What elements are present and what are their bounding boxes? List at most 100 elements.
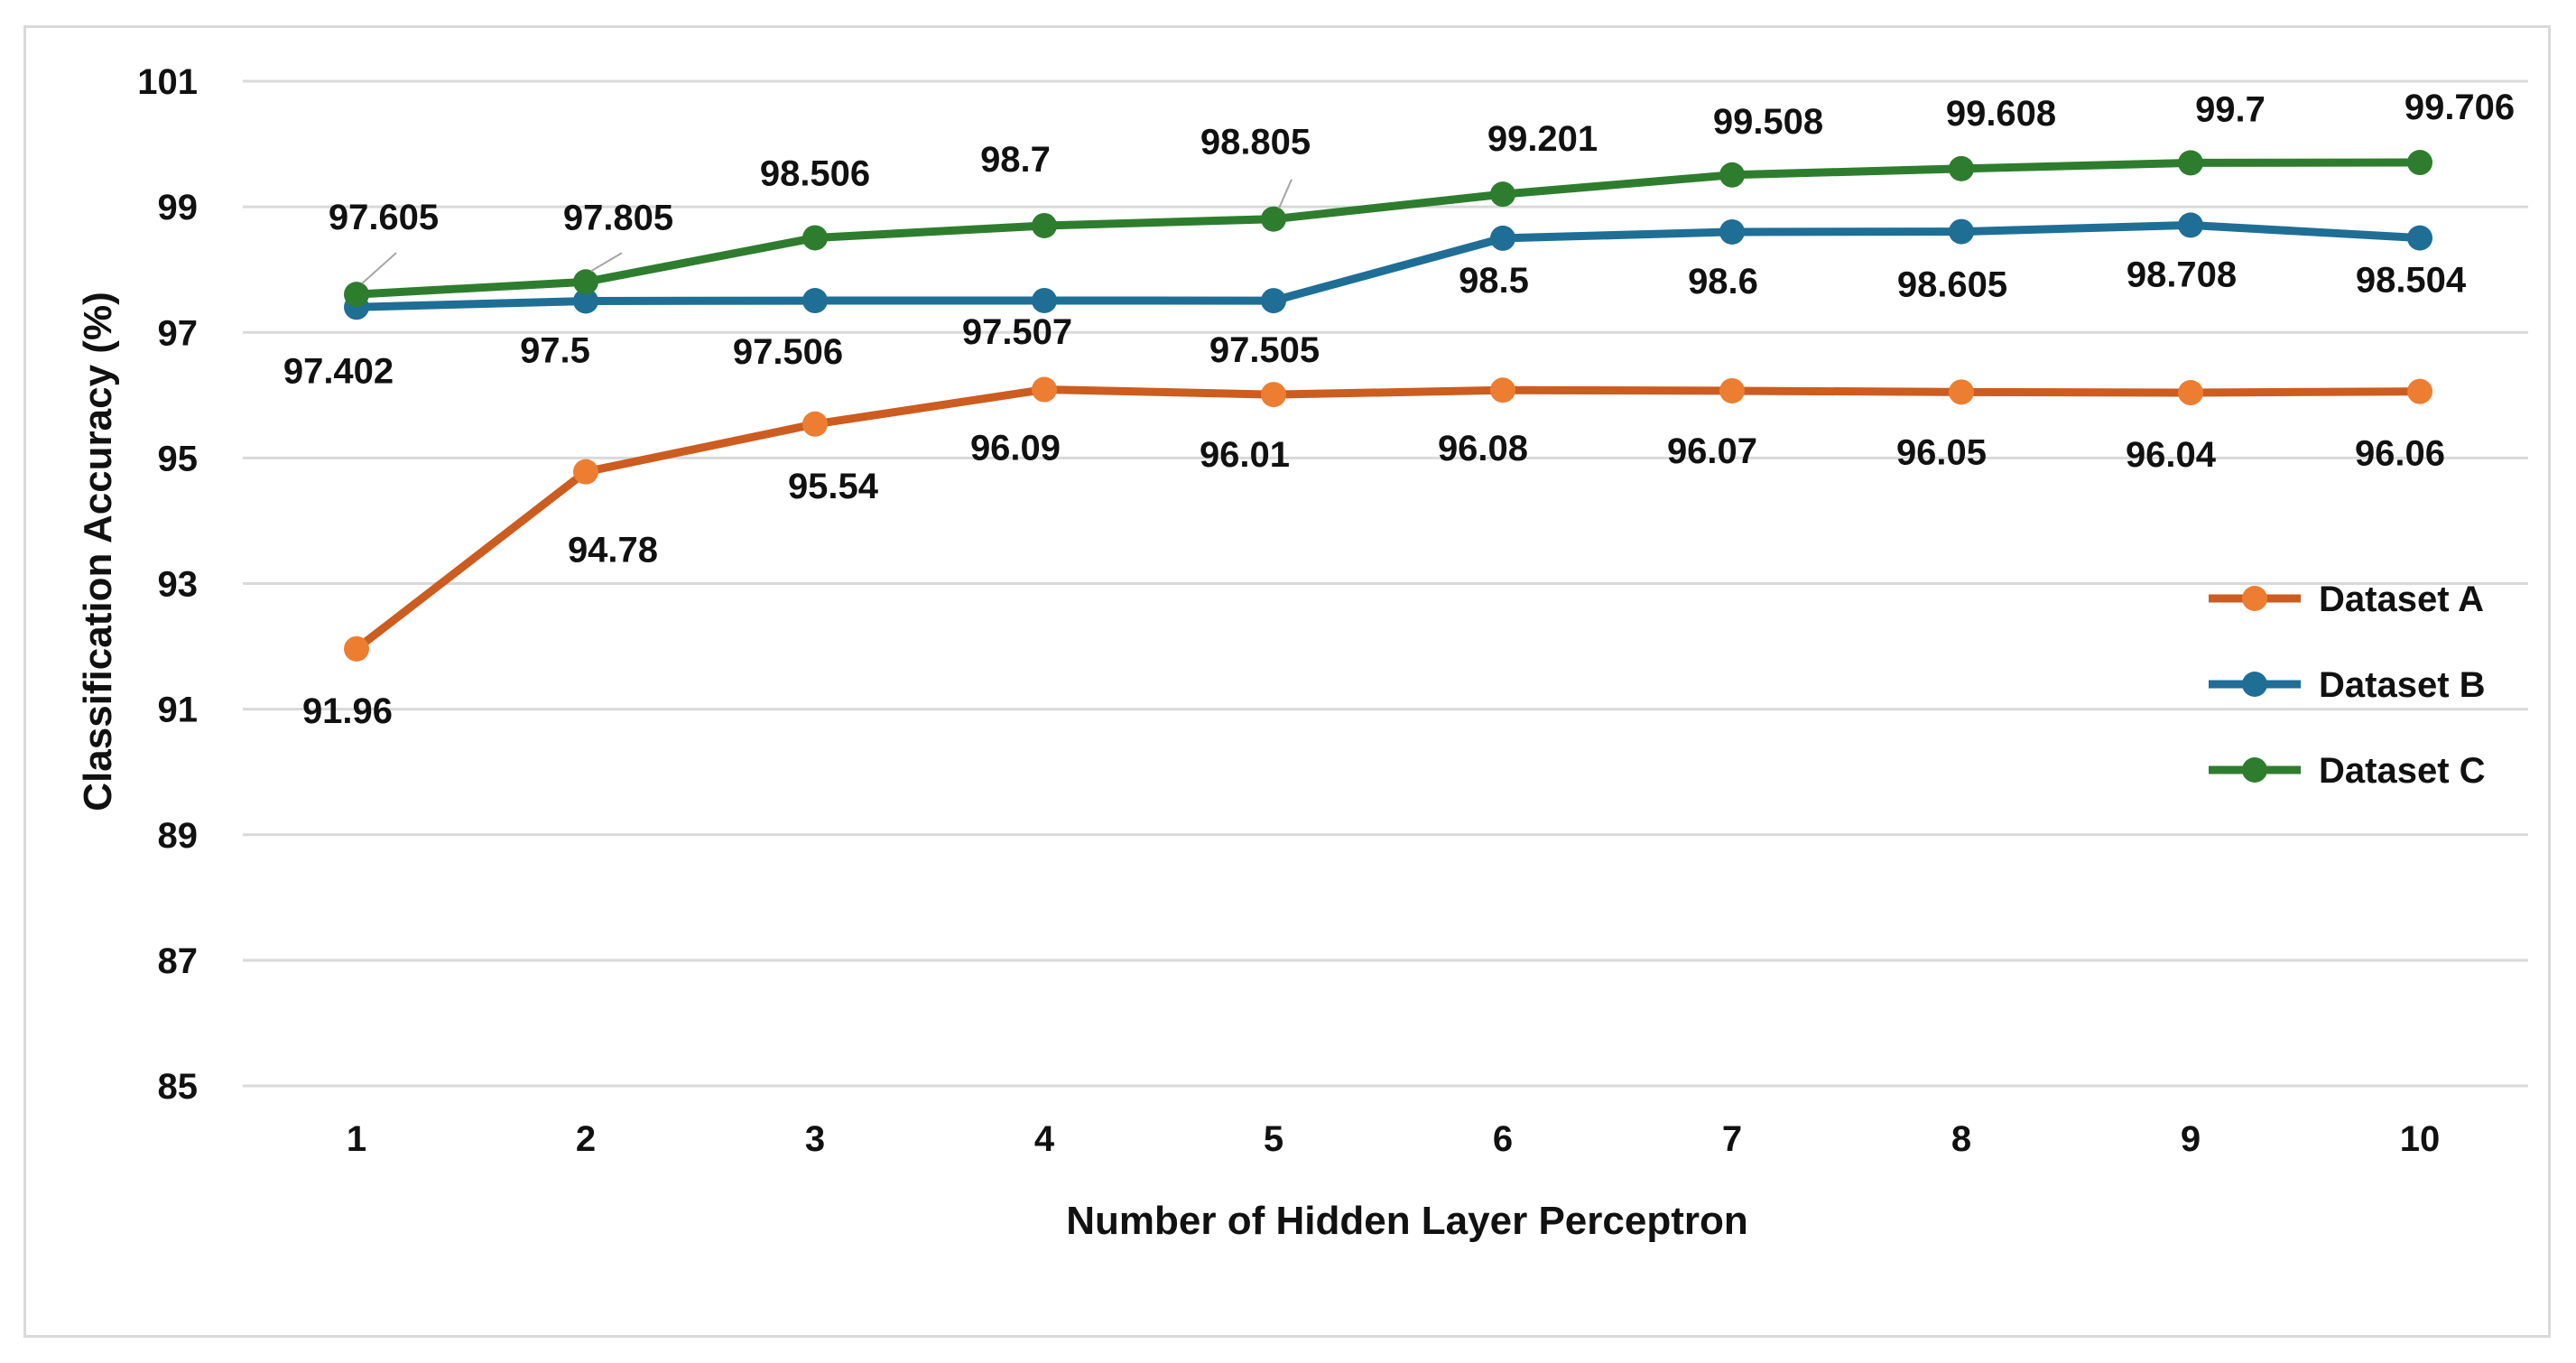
x-axis-title: Number of Hidden Layer Perceptron (1066, 1199, 1747, 1243)
data-point (1261, 288, 1286, 314)
data-label: 94.78 (568, 531, 658, 570)
legend-marker (2242, 586, 2267, 611)
chart-frame: 85 87 89 91 93 95 97 99 101 1 2 3 4 5 6 7 8 9 10 91.96 94.… (23, 25, 2551, 1338)
x-tick-label: 6 (1493, 1119, 1513, 1159)
data-label: 99.508 (1713, 102, 1823, 142)
data-point (1032, 212, 1057, 238)
data-point (344, 282, 369, 308)
data-labels: 91.96 94.78 95.54 96.09 96.01 96.08 96.07 96.05… (283, 88, 2515, 731)
data-point (1490, 181, 1515, 208)
data-label: 96.09 (970, 429, 1061, 468)
series-layer (344, 150, 2432, 662)
data-point (802, 225, 828, 251)
data-point (1719, 218, 1745, 245)
data-label: 98.506 (760, 153, 870, 193)
series-line (352, 220, 2424, 311)
data-point (1261, 206, 1286, 232)
y-axis-title: Classification Accuracy (%) (76, 292, 120, 811)
data-point (2178, 380, 2203, 406)
y-tick-label: 95 (158, 439, 199, 478)
data-point (1949, 379, 1974, 405)
series-line (352, 385, 2424, 654)
data-point (1719, 377, 1745, 403)
data-label: 97.402 (283, 351, 394, 391)
data-point (2178, 212, 2203, 238)
data-label: 98.708 (2127, 255, 2237, 294)
data-point (2178, 150, 2203, 176)
data-label: 99.706 (2405, 88, 2515, 127)
data-label: 95.54 (788, 467, 879, 506)
x-tick-label: 8 (1951, 1119, 1971, 1159)
data-label: 98.805 (1200, 123, 1311, 162)
data-label: 96.01 (1200, 435, 1290, 475)
data-label: 98.5 (1459, 261, 1529, 301)
data-label: 97.5 (520, 330, 590, 370)
y-tick-label: 93 (158, 565, 199, 605)
data-label: 96.04 (2126, 435, 2217, 475)
data-label: 99.608 (1946, 94, 2056, 134)
y-tick-label: 91 (158, 691, 199, 730)
legend-label: Dataset C (2319, 751, 2486, 791)
x-axis-ticks: 1 2 3 4 5 6 7 8 9 10 (347, 1119, 2440, 1159)
data-point (1490, 377, 1515, 403)
data-label: 97.506 (733, 332, 843, 372)
legend-marker (2242, 672, 2267, 697)
y-tick-label: 87 (158, 941, 199, 981)
data-label: 98.605 (1897, 265, 2007, 305)
data-label: 98.6 (1688, 262, 1758, 301)
legend-label: Dataset A (2319, 580, 2484, 619)
data-point (1032, 376, 1057, 403)
data-label: 96.08 (1438, 429, 1528, 468)
data-label: 96.05 (1896, 432, 1987, 472)
series-line (352, 158, 2424, 299)
data-label: 99.7 (2195, 89, 2266, 129)
y-tick-label: 89 (158, 816, 199, 856)
data-label: 91.96 (302, 691, 393, 731)
x-tick-label: 9 (2181, 1119, 2201, 1159)
data-label: 98.7 (980, 140, 1051, 180)
x-tick-label: 4 (1034, 1119, 1055, 1159)
x-tick-label: 3 (805, 1119, 825, 1159)
y-tick-label: 101 (137, 62, 198, 102)
legend-label: Dataset B (2319, 665, 2486, 705)
data-point (1949, 218, 1974, 245)
data-point (573, 459, 598, 485)
data-label: 97.505 (1209, 330, 1320, 370)
x-tick-label: 10 (2400, 1119, 2441, 1159)
data-point (802, 288, 828, 314)
label-leader-line (361, 252, 397, 284)
y-tick-label: 97 (158, 313, 199, 353)
x-tick-label: 1 (347, 1119, 366, 1159)
data-label: 96.07 (1667, 431, 1757, 471)
data-point (573, 269, 598, 295)
data-label: 96.06 (2355, 434, 2445, 474)
data-point (1949, 155, 1974, 181)
label-leader-line (1278, 179, 1293, 209)
data-label: 98.504 (2356, 261, 2467, 301)
data-point (344, 635, 369, 662)
data-label: 97.805 (563, 198, 673, 237)
legend-marker (2242, 757, 2267, 783)
x-tick-label: 5 (1264, 1119, 1283, 1159)
data-point (573, 288, 598, 314)
y-axis-ticks: 85 87 89 91 93 95 97 99 101 (137, 62, 198, 1107)
data-point (1261, 382, 1286, 408)
gridlines (243, 79, 2528, 1088)
x-tick-label: 2 (576, 1119, 596, 1159)
label-leader-line (590, 252, 623, 273)
data-point (2407, 225, 2432, 251)
data-label: 99.201 (1487, 119, 1598, 159)
data-label: 97.605 (329, 198, 439, 237)
data-label: 97.507 (962, 312, 1072, 352)
legend: Dataset A Dataset B Dataset C (2209, 580, 2486, 791)
y-tick-label: 99 (158, 188, 199, 227)
x-tick-label: 7 (1722, 1119, 1742, 1159)
data-point (2407, 150, 2432, 176)
data-point (1490, 225, 1515, 251)
data-point (2407, 378, 2432, 404)
data-point (1719, 162, 1745, 188)
data-point (1032, 287, 1057, 313)
y-tick-label: 85 (158, 1067, 199, 1107)
data-point (802, 411, 828, 437)
